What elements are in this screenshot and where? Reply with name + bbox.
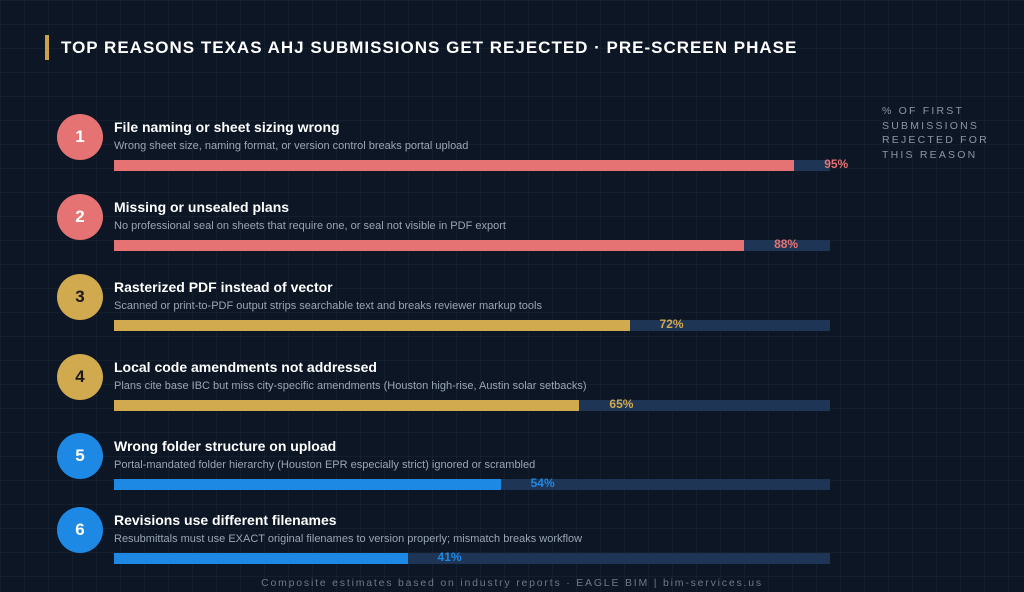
axis-note: % OF FIRST SUBMISSIONS REJECTED FOR THIS… — [882, 105, 989, 161]
bar-value-label: 95% — [824, 157, 849, 171]
bar-row: 5 Wrong folder structure on upload Portal-… — [0, 433, 1024, 508]
bar-row: 4 Local code amendments not addressed Plan… — [0, 354, 1024, 429]
bar-description: Portal-mandated folder hierarchy (Housto… — [114, 459, 536, 471]
bar-track — [114, 400, 830, 411]
rank-badge: 4 — [57, 354, 103, 400]
bar-track — [114, 320, 830, 331]
bar-fill — [114, 479, 501, 490]
bar-fill — [114, 240, 745, 251]
bar-label: Local code amendments not addressed — [114, 359, 377, 375]
bar-label: File naming or sheet sizing wrong — [114, 119, 340, 135]
bar-value-label: 41% — [437, 550, 462, 564]
bar-fill — [114, 553, 408, 564]
bar-description: No professional seal on sheets that requ… — [114, 220, 506, 232]
bar-fill — [114, 400, 580, 411]
bar-fill — [114, 160, 795, 171]
title-accent-bar — [45, 35, 49, 60]
bar-track — [114, 240, 830, 251]
bar-row: 2 Missing or unsealed plans No professiona… — [0, 194, 1024, 269]
rank-badge: 6 — [57, 507, 103, 553]
bar-description: Wrong sheet size, naming format, or vers… — [114, 140, 469, 152]
rank-badge: 3 — [57, 274, 103, 320]
bar-value-label: 54% — [530, 476, 555, 490]
bar-value-label: 88% — [774, 237, 799, 251]
bar-track — [114, 479, 830, 490]
bar-fill — [114, 320, 630, 331]
bar-description: Plans cite base IBC but miss city-specif… — [114, 380, 587, 392]
bar-label: Wrong folder structure on upload — [114, 438, 337, 454]
bar-label: Missing or unsealed plans — [114, 199, 290, 215]
bar-label: Revisions use different filenames — [114, 512, 337, 528]
bar-track — [114, 553, 830, 564]
bar-row: 6 Revisions use different filenames Resubm… — [0, 507, 1024, 582]
bar-row: 3 Rasterized PDF instead of vector Scanned… — [0, 274, 1024, 349]
chart-title: TOP REASONS TEXAS AHJ SUBMISSIONS GET RE… — [61, 38, 798, 57]
bar-track — [114, 160, 830, 171]
bar-value-label: 65% — [609, 397, 634, 411]
bar-description: Scanned or print-to-PDF output strips se… — [114, 300, 542, 312]
bar-row: 1 File naming or sheet sizing wrong Wrong … — [0, 114, 1024, 189]
bar-description: Resubmittals must use EXACT original fil… — [114, 533, 583, 545]
rank-badge: 1 — [57, 114, 103, 160]
rank-badge: 5 — [57, 433, 103, 479]
bar-value-label: 72% — [659, 317, 684, 331]
bar-label: Rasterized PDF instead of vector — [114, 279, 333, 295]
rank-badge: 2 — [57, 194, 103, 240]
footer-source: Composite estimates based on industry re… — [261, 577, 763, 589]
